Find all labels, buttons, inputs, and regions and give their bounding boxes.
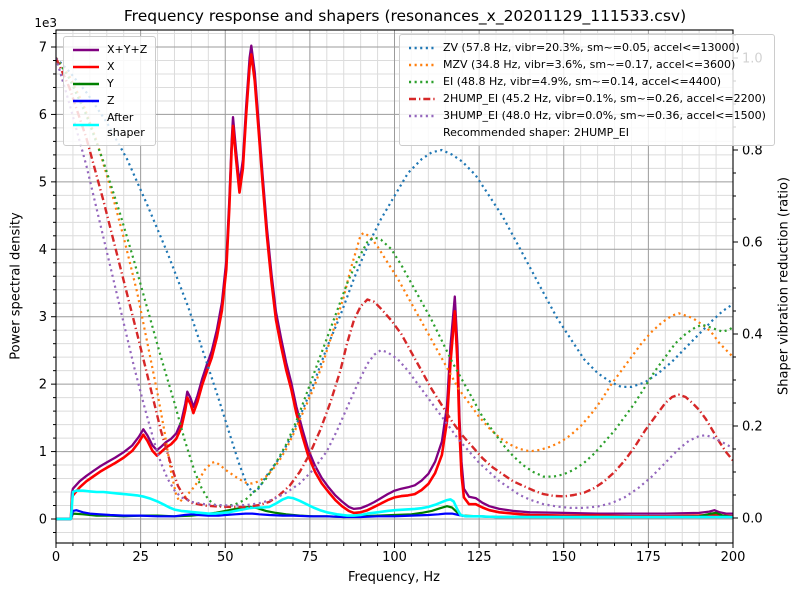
x-tick-label: 50 (217, 550, 234, 565)
y-left-offset-label: 1e3 (34, 16, 57, 30)
x-tick-label: 175 (636, 550, 661, 565)
legend-line-sample (73, 48, 99, 51)
y-left-tick-label: 0 (39, 513, 47, 528)
legend-row: After shaper (72, 109, 147, 141)
x-tick-label: 75 (302, 550, 319, 565)
legend-line-sample (73, 123, 99, 127)
series-shaper_3hump_ei-line (56, 57, 733, 509)
legend-line-sample (409, 46, 435, 49)
figure-title: Frequency response and shapers (resonanc… (123, 7, 687, 25)
y-right-tick-label: 0.0 (742, 512, 763, 527)
legend-line-sample (409, 97, 435, 100)
y-left-tick-label: 5 (39, 175, 47, 190)
legend-row: X (72, 58, 147, 75)
series-shaper_mzv-line (56, 57, 733, 503)
legend-row: MZV (34.8 Hz, vibr=3.6%, sm~=0.17, accel… (408, 56, 766, 73)
legend-label: Z (107, 94, 115, 107)
y-left-tick-label: 1 (39, 445, 47, 460)
legend-label: X+Y+Z (107, 43, 148, 56)
shaper-legend: ZV (57.8 Hz, vibr=20.3%, sm~=0.05, accel… (399, 34, 775, 146)
legend-row: Y (72, 75, 147, 92)
x-tick-label: 200 (721, 550, 746, 565)
legend-row: EI (48.8 Hz, vibr=4.9%, sm~=0.14, accel<… (408, 73, 766, 90)
tick-labels: 0 25 50 75 100 125 150 175 200 0 1 2 3 4 5 6 7 0.0 0.2 0.4 0… (34, 16, 762, 565)
x-tick-label: 0 (52, 550, 60, 565)
series-psd_x-line (56, 53, 733, 521)
legend-row: ZV (57.8 Hz, vibr=20.3%, sm~=0.05, accel… (408, 39, 766, 56)
psd-legend: X+Y+Z X Y Z After shaper (63, 36, 157, 146)
legend-line-sample (73, 82, 99, 85)
legend-row: Z (72, 92, 147, 109)
legend-line-sample (73, 99, 99, 102)
legend-line-sample (409, 114, 435, 117)
y-left-tick-label: 4 (39, 243, 47, 258)
x-tick-label: 150 (551, 550, 576, 565)
legend-line-sample (73, 65, 99, 68)
legend-row: X+Y+Z (72, 41, 147, 58)
legend-recommendation: Recommended shaper: 2HUMP_EI (408, 124, 766, 141)
ticks (51, 33, 738, 548)
legend-row: 2HUMP_EI (45.2 Hz, vibr=0.1%, sm~=0.26, … (408, 90, 766, 107)
legend-label: 3HUMP_EI (48.0 Hz, vibr=0.0%, sm~=0.36, … (443, 109, 766, 122)
y-right-tick-label: 0.2 (742, 420, 763, 435)
x-axis-label: Frequency, Hz (347, 570, 441, 585)
series-after_shaper-line (56, 489, 733, 521)
y-axis-label-left: Power spectral density (8, 212, 24, 360)
series-shaper_2hump_ei-line (56, 57, 733, 509)
x-tick-label: 25 (132, 550, 149, 565)
y-right-tick-label: 0.4 (742, 328, 763, 343)
legend-row: 3HUMP_EI (48.0 Hz, vibr=0.0%, sm~=0.36, … (408, 107, 766, 124)
y-left-tick-label: 3 (39, 310, 47, 325)
x-tick-label: 125 (467, 550, 492, 565)
legend-line-sample (409, 63, 435, 66)
legend-line-sample (409, 80, 435, 83)
y-left-tick-label: 2 (39, 378, 47, 393)
x-tick-label: 100 (382, 550, 407, 565)
legend-label: X (107, 60, 115, 73)
legend-label: Y (107, 77, 114, 90)
legend-label: EI (48.8 Hz, vibr=4.9%, sm~=0.14, accel<… (443, 75, 721, 88)
legend-label: 2HUMP_EI (45.2 Hz, vibr=0.1%, sm~=0.26, … (443, 92, 766, 105)
y-right-tick-label: 0.8 (742, 144, 763, 159)
legend-label: After shaper (107, 111, 145, 139)
legend-label: MZV (34.8 Hz, vibr=3.6%, sm~=0.17, accel… (443, 58, 736, 71)
y-axis-label-right: Shaper vibration reduction (ratio) (776, 177, 792, 395)
legend-label: ZV (57.8 Hz, vibr=20.3%, sm~=0.05, accel… (443, 41, 740, 54)
y-left-tick-label: 6 (39, 108, 47, 123)
curves (56, 44, 733, 521)
y-left-tick-label: 7 (39, 41, 47, 56)
y-right-tick-label: 0.6 (742, 236, 763, 251)
legend-label: Recommended shaper: 2HUMP_EI (443, 126, 629, 139)
